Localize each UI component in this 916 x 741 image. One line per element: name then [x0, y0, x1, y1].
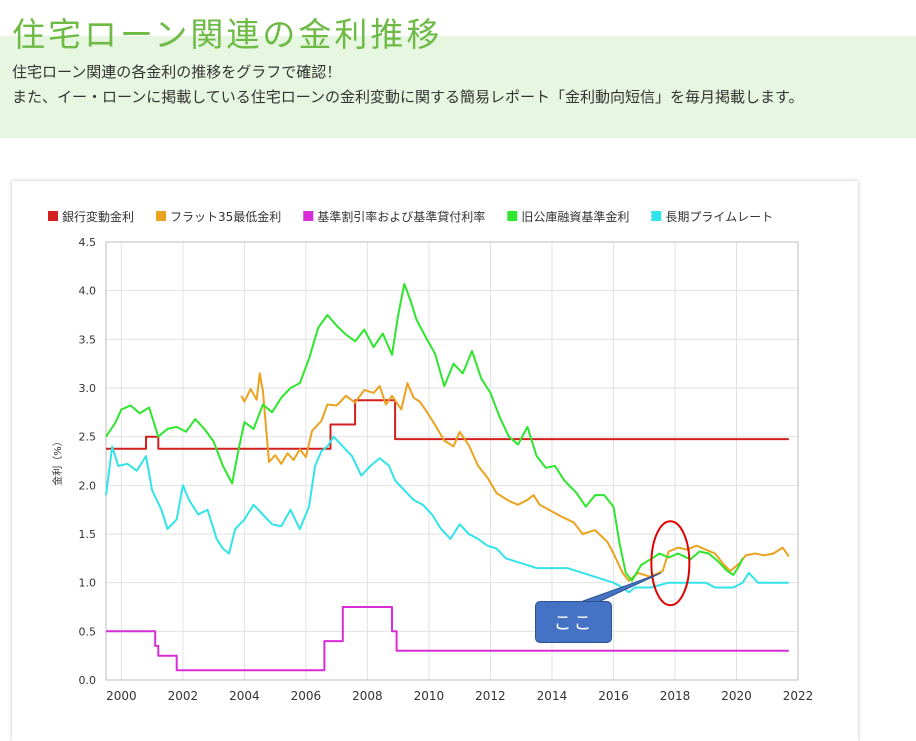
y-tick-label: 4.0: [79, 285, 97, 298]
series-line: [105, 435, 789, 594]
legend-label: フラット35最低金利: [170, 209, 281, 224]
legend-swatch: [156, 211, 167, 221]
series-line: [106, 399, 789, 450]
x-tick-label: 2012: [475, 689, 506, 703]
x-tick-label: 2014: [537, 689, 568, 703]
y-tick-label: 2.5: [79, 431, 97, 444]
plot-border: [105, 241, 799, 681]
legend-swatch: [507, 211, 518, 221]
plot-area: [105, 241, 799, 681]
y-tick-label: 3.5: [79, 333, 97, 346]
legend-label: 銀行変動金利: [62, 209, 134, 224]
x-tick-label: 2022: [783, 689, 814, 703]
x-tick-label: 2006: [291, 689, 322, 703]
series-line: [105, 282, 744, 582]
header-band: [0, 36, 916, 138]
legend-swatch: [651, 211, 662, 221]
annotation-ellipse: [650, 520, 691, 607]
legend-label: 旧公庫融資基準金利: [521, 209, 629, 224]
y-tick-label: 4.5: [79, 236, 97, 249]
x-tick-label: 2004: [229, 689, 260, 703]
y-axis-label: 金利（%）: [51, 436, 64, 486]
legend-label: 長期プライムレート: [665, 210, 773, 224]
y-tick-label: 3.0: [79, 382, 97, 395]
legend-swatch: [303, 211, 314, 221]
y-tick-label: 0.0: [79, 674, 97, 687]
x-tick-label: 2020: [721, 689, 752, 703]
series-line: [240, 372, 790, 582]
legend-swatch: [48, 211, 58, 221]
x-tick-label: 2008: [352, 689, 383, 703]
legend-label: 基準割引率および基準貸付利率: [317, 209, 485, 224]
chart-card: 2000 2002 2004 2006 2008 2010 2012 2014 2016 2018…: [12, 181, 858, 741]
description-line-1: 住宅ローン関連の各金利の推移をグラフで確認！: [12, 63, 342, 81]
x-tick-label: 2010: [414, 689, 445, 703]
x-tick-label: 2000: [106, 689, 137, 703]
y-tick-label: 1.0: [79, 577, 97, 590]
y-tick-label: 2.0: [79, 479, 97, 492]
annotation-callout: ここ: [535, 601, 612, 643]
chart: 2000 2002 2004 2006 2008 2010 2012 2014 2016 2018…: [48, 209, 814, 703]
x-tick-label: 2002: [168, 689, 199, 703]
series-line: [106, 606, 789, 672]
x-tick-label: 2018: [660, 689, 691, 703]
description-line-2: また、イー・ローンに掲載している住宅ローンの金利変動に関する簡易レポート「金利動…: [12, 88, 804, 106]
page-title: 住宅ローン関連の金利推移: [12, 15, 443, 54]
x-tick-label: 2016: [598, 689, 629, 703]
y-tick-label: 1.5: [79, 528, 97, 541]
y-tick-label: 0.5: [79, 625, 97, 638]
